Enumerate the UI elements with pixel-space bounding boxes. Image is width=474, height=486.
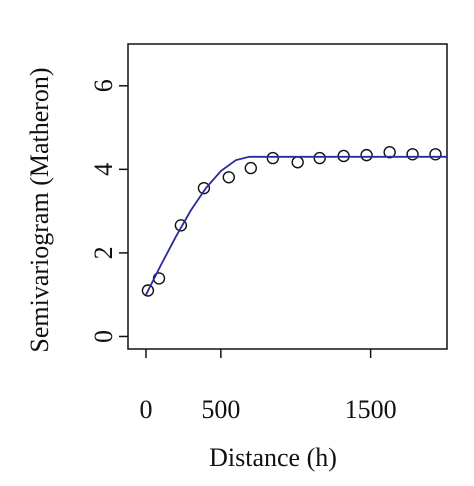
point xyxy=(313,151,326,165)
point xyxy=(174,219,188,232)
point xyxy=(291,156,304,169)
x-tick-label: 1500 xyxy=(345,395,397,424)
y-tick-label: 0 xyxy=(89,330,118,343)
point xyxy=(360,148,373,162)
fit-line xyxy=(145,155,447,296)
y-tick-label: 2 xyxy=(89,246,118,259)
x-tick-label: 0 xyxy=(139,395,152,424)
y-tick-label: 4 xyxy=(89,163,118,176)
point xyxy=(266,151,280,165)
point xyxy=(383,146,396,159)
y-tick-label: 6 xyxy=(89,79,118,92)
point xyxy=(429,148,442,161)
point xyxy=(406,148,419,161)
point xyxy=(222,171,235,184)
y-axis-label: Semivariogram (Matheron) xyxy=(25,67,54,352)
point xyxy=(244,161,258,175)
point xyxy=(141,284,155,297)
x-tick-label: 500 xyxy=(201,395,240,424)
plot-frame xyxy=(127,43,448,350)
point xyxy=(197,181,211,195)
x-axis-label: Distance (h) xyxy=(209,443,337,472)
